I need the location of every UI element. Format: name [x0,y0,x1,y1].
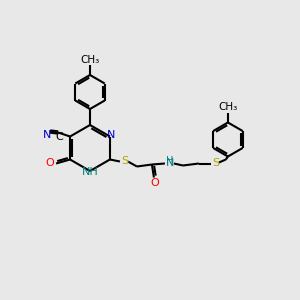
Text: CH₃: CH₃ [80,55,100,65]
Text: N: N [166,158,174,169]
Text: S: S [212,158,220,169]
Text: N: N [43,130,51,140]
Text: CH₃: CH₃ [218,103,238,112]
Text: C: C [55,133,63,142]
Text: S: S [122,155,128,166]
Text: O: O [46,158,55,169]
Text: NH: NH [82,167,98,177]
Text: O: O [151,178,159,188]
Text: N: N [107,130,115,140]
Text: H: H [166,155,174,166]
